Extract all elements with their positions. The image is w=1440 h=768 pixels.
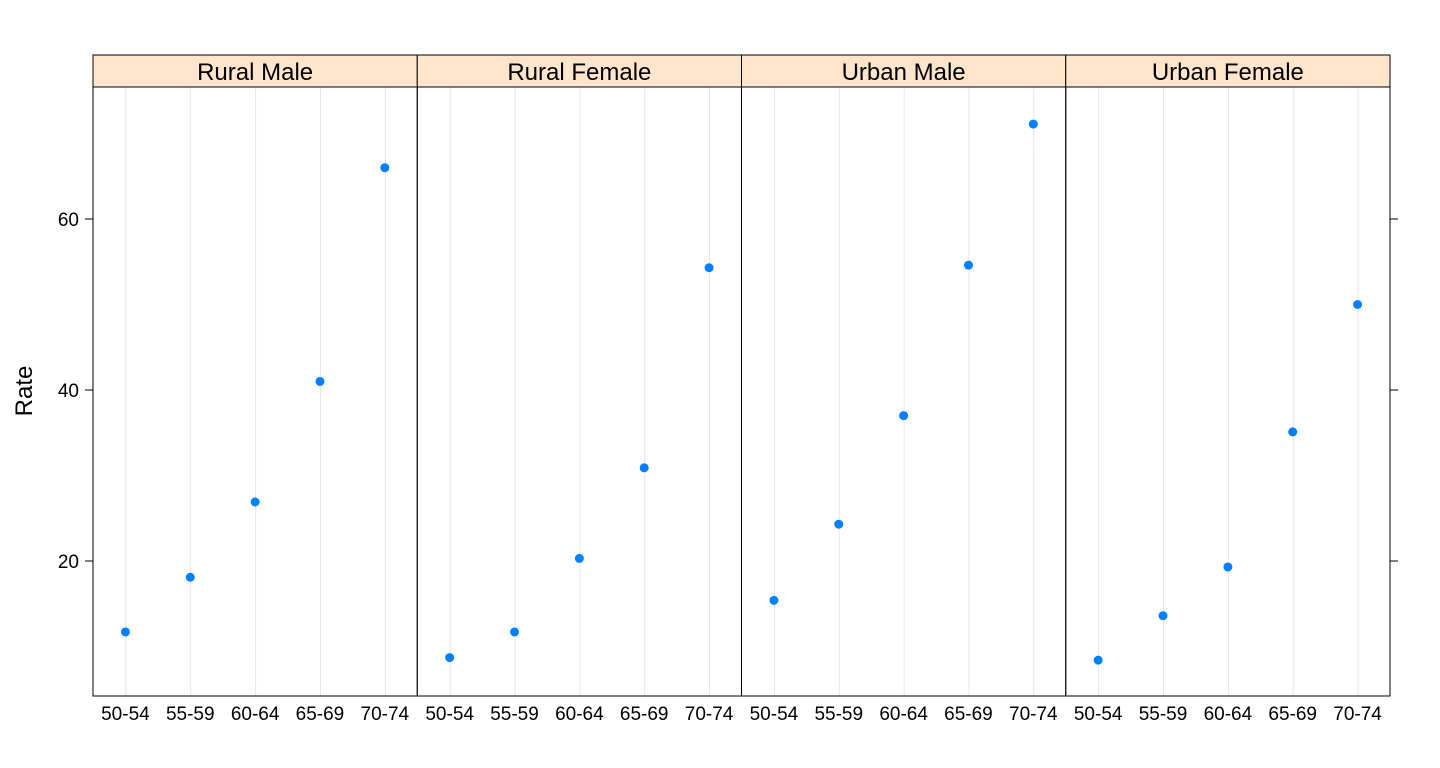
strip-label: Rural Female bbox=[507, 59, 651, 86]
x-tick-label: 55-59 bbox=[166, 704, 215, 725]
y-axis-title: Rate bbox=[11, 366, 38, 417]
data-point bbox=[639, 463, 649, 473]
panel-frame bbox=[1065, 86, 1391, 697]
x-tick-label: 60-64 bbox=[879, 704, 928, 725]
x-tick-label: 65-69 bbox=[1268, 704, 1317, 725]
data-point bbox=[1093, 655, 1103, 665]
x-tick-label: 50-54 bbox=[425, 704, 474, 725]
data-point bbox=[704, 263, 714, 273]
data-point bbox=[1223, 562, 1233, 572]
x-tick-label: 60-64 bbox=[1204, 704, 1253, 725]
x-tick-label: 55-59 bbox=[1139, 704, 1188, 725]
data-point bbox=[899, 411, 909, 421]
x-tick-label: 50-54 bbox=[750, 704, 799, 725]
x-tick-label: 50-54 bbox=[1074, 704, 1123, 725]
x-tick-label: 70-74 bbox=[685, 704, 734, 725]
x-tick-label: 70-74 bbox=[1333, 704, 1382, 725]
x-tick-label: 60-64 bbox=[231, 704, 280, 725]
strip-background bbox=[1065, 54, 1391, 88]
strip-background bbox=[416, 54, 742, 88]
y-tick-label: 40 bbox=[58, 381, 79, 402]
panel-urban-female: Urban Female 50-54 55-59 60-64 65-69 70-74 bbox=[1065, 54, 1391, 725]
data-point bbox=[834, 519, 844, 529]
data-point bbox=[185, 572, 195, 582]
data-point bbox=[1028, 119, 1038, 129]
strip-label: Rural Male bbox=[197, 59, 313, 86]
data-point bbox=[120, 627, 130, 637]
panel-rural-male: Rural Male 50-54 55-59 60-64 65-69 70-74 bbox=[92, 54, 418, 725]
data-point bbox=[1288, 427, 1298, 437]
data-point bbox=[769, 595, 779, 605]
strip-label: Urban Female bbox=[1152, 59, 1304, 86]
data-point bbox=[574, 553, 584, 563]
x-tick-label: 70-74 bbox=[361, 704, 410, 725]
x-tick-label: 60-64 bbox=[555, 704, 604, 725]
x-tick-label: 65-69 bbox=[620, 704, 669, 725]
data-point bbox=[445, 653, 455, 663]
x-tick-label: 70-74 bbox=[1009, 704, 1058, 725]
x-tick-label: 65-69 bbox=[944, 704, 993, 725]
data-point bbox=[510, 627, 520, 637]
y-tick-label: 60 bbox=[58, 210, 79, 231]
panel-urban-male: Urban Male 50-54 55-59 60-64 65-69 70-74 bbox=[741, 54, 1067, 725]
data-point bbox=[963, 260, 973, 270]
panel-rural-female: Rural Female 50-54 55-59 60-64 65-69 70-74 bbox=[416, 54, 742, 725]
x-tick-label: 55-59 bbox=[814, 704, 863, 725]
strip-background bbox=[92, 54, 418, 88]
y-tick-label: 20 bbox=[58, 552, 79, 573]
data-point bbox=[315, 376, 325, 386]
x-tick-label: 50-54 bbox=[101, 704, 150, 725]
x-tick-label: 65-69 bbox=[296, 704, 345, 725]
data-point bbox=[250, 497, 260, 507]
strip-label: Urban Male bbox=[842, 59, 966, 86]
x-tick-label: 55-59 bbox=[490, 704, 539, 725]
data-point bbox=[1353, 300, 1363, 309]
data-point bbox=[380, 163, 390, 173]
data-point bbox=[1158, 611, 1168, 621]
